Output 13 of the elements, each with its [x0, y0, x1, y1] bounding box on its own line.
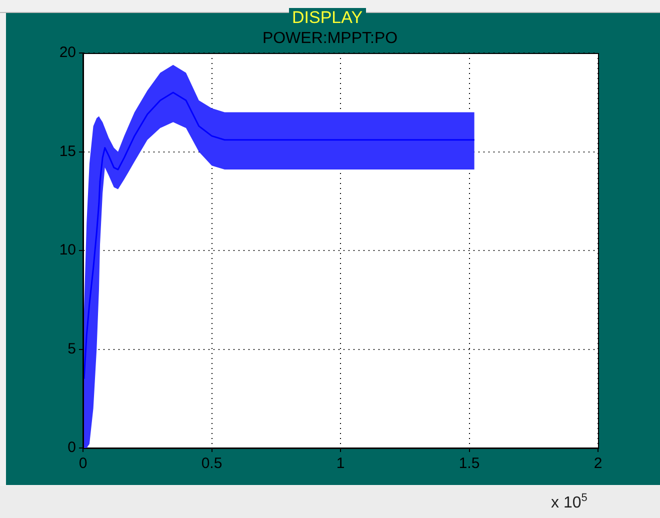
- y-tick-label: 5: [68, 340, 76, 358]
- x-tick-label: 0: [78, 455, 88, 472]
- y-tick-label: 15: [59, 142, 76, 160]
- x-tick-label: 1: [336, 455, 345, 472]
- chart-title: POWER:MPPT:PO: [262, 30, 398, 47]
- y-tick-label: 20: [59, 44, 76, 62]
- x-tick-label: 0.5: [201, 455, 222, 472]
- y-tick-label: 0: [68, 439, 76, 456]
- x-tick-label: 1.5: [458, 455, 480, 472]
- x-axis-title: x 10$^{5}$: [551, 492, 588, 512]
- text: DISPLAY: [289, 8, 366, 28]
- y-tick-label: 10: [59, 242, 76, 259]
- x-tick-label: 2: [594, 455, 602, 472]
